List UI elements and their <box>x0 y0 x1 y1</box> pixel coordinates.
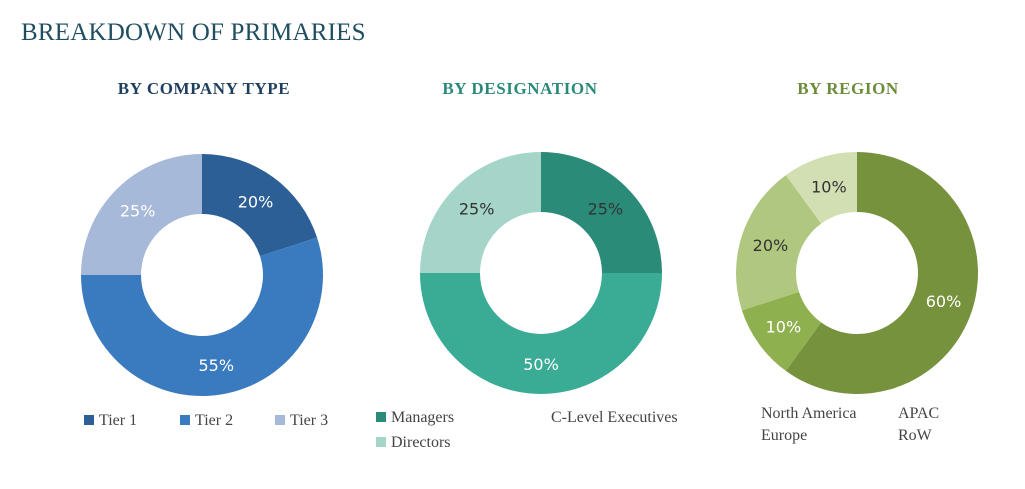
legend-item-apac: APAC <box>898 405 939 423</box>
data-label-tier-2: 55% <box>198 356 234 375</box>
legend-swatch <box>84 415 94 425</box>
legend-label: RoW <box>898 427 932 444</box>
donut-slice-tier-2 <box>81 237 323 396</box>
data-label-directors: 25% <box>459 200 495 219</box>
legend-label: Tier 3 <box>290 412 329 429</box>
donut-slice-tier-1 <box>202 154 318 257</box>
legend-item-directors: Directors <box>376 434 451 452</box>
donut-slice-north-america <box>785 152 978 394</box>
legend-item-north-america: North America <box>761 405 857 423</box>
chart-title-designation: BY DESIGNATION <box>442 79 598 98</box>
legend-swatch <box>376 437 386 447</box>
legend-swatch <box>180 415 190 425</box>
data-label-tier-1: 20% <box>238 192 274 211</box>
data-label-europe: 20% <box>753 236 789 255</box>
legend-item-tier-1: Tier 1 <box>84 412 137 430</box>
donut-slice-managers <box>420 273 662 394</box>
donut-slice-tier-3 <box>81 154 202 275</box>
legend-label: APAC <box>898 405 940 422</box>
donut-slice-apac <box>741 291 822 371</box>
legend-item-managers: Managers <box>376 409 454 427</box>
chart-title-company-type: BY COMPANY TYPE <box>117 79 291 98</box>
legend-label: Tier 2 <box>195 412 234 429</box>
donut-slice-directors <box>420 152 541 273</box>
data-label-c-level-executives: 25% <box>588 200 624 219</box>
legend-label: Directors <box>391 434 451 451</box>
legend-item-c-level-executives: C-Level Executives <box>551 409 678 427</box>
data-label-row: 10% <box>811 177 847 196</box>
legend-item-tier-3: Tier 3 <box>275 412 328 430</box>
donut-slice-europe <box>736 175 822 311</box>
chart-title-region: BY REGION <box>797 79 899 98</box>
data-label-apac: 10% <box>766 317 802 336</box>
legend-label: North America <box>761 405 857 422</box>
legend-label: Europe <box>761 427 808 444</box>
legend-swatch <box>275 415 285 425</box>
donut-slice-row <box>785 152 857 224</box>
legend-swatch <box>376 412 386 422</box>
legend-item-row: RoW <box>898 427 932 445</box>
legend-item-tier-2: Tier 2 <box>180 412 233 430</box>
legend-label: C-Level Executives <box>551 409 678 426</box>
data-label-north-america: 60% <box>926 292 962 311</box>
data-label-tier-3: 25% <box>120 202 156 221</box>
legend-label: Tier 1 <box>99 412 138 429</box>
data-label-managers: 50% <box>523 355 559 374</box>
page-title: BREAKDOWN OF PRIMARIES <box>21 19 366 46</box>
legend-item-europe: Europe <box>761 427 807 445</box>
donut-slice-c-level-executives <box>541 152 662 273</box>
legend-label: Managers <box>391 409 455 426</box>
